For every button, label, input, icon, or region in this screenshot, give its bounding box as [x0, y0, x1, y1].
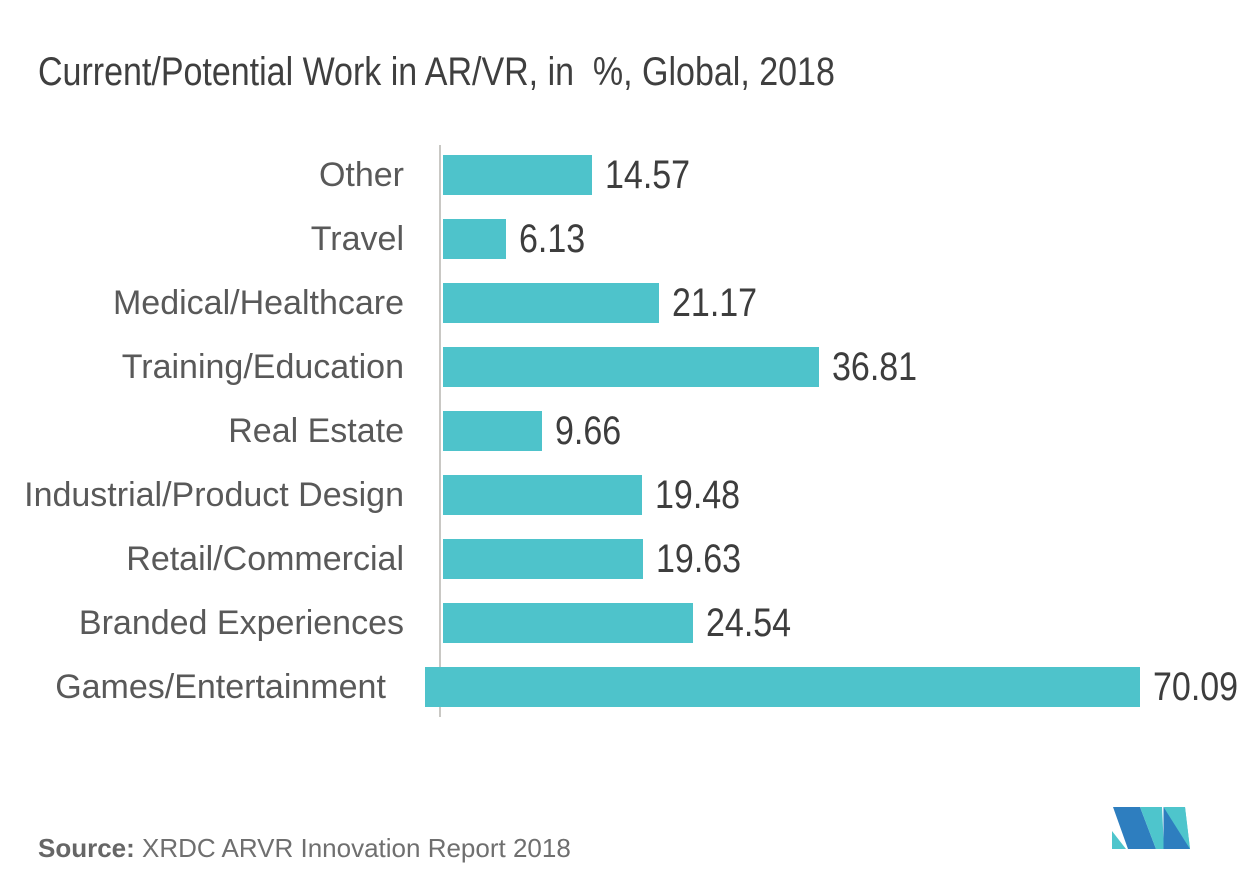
bar-row: Training/Education 36.81 — [0, 335, 1253, 399]
bar — [424, 667, 1140, 707]
bar-track: 9.66 — [404, 409, 1253, 454]
value-label: 24.54 — [706, 600, 792, 645]
value-label: 19.63 — [656, 536, 742, 581]
source-label: Source: — [38, 833, 135, 863]
category-label: Other — [318, 155, 404, 194]
value-label: 36.81 — [832, 344, 918, 389]
bar — [443, 219, 506, 259]
bar-track: 36.81 — [404, 345, 1253, 390]
category-label: Training/Education — [121, 347, 404, 386]
bar — [443, 603, 693, 643]
mordor-intelligence-logo — [1112, 807, 1190, 849]
source-text: XRDC ARVR Innovation Report 2018 — [134, 833, 571, 863]
value-label: 6.13 — [519, 216, 586, 261]
bar-track: 24.54 — [404, 601, 1253, 646]
value-label: 19.48 — [655, 472, 741, 517]
bar-row: Medical/Healthcare 21.17 — [0, 271, 1253, 335]
value-label: 70.09 — [1152, 664, 1238, 709]
bar-track: 19.63 — [404, 537, 1253, 582]
bar — [443, 411, 542, 451]
bar-chart: Other 14.57 Travel 6.13 Medical/Healthcare 21… — [0, 143, 1253, 719]
value-label: 14.57 — [605, 152, 691, 197]
bar-row: Branded Experiences 24.54 — [0, 591, 1253, 655]
bar — [443, 155, 592, 195]
category-label: Travel — [310, 219, 404, 258]
bar — [443, 475, 642, 515]
value-label: 21.17 — [672, 280, 758, 325]
bar-row: Other 14.57 — [0, 143, 1253, 207]
category-label: Industrial/Product Design — [24, 475, 404, 514]
category-label: Branded Experiences — [78, 603, 404, 642]
bar-track: 70.09 — [386, 665, 1253, 710]
category-label: Real Estate — [228, 411, 404, 450]
bar-track: 14.57 — [404, 153, 1253, 198]
y-axis-line — [439, 145, 441, 717]
bar-row: Industrial/Product Design 19.48 — [0, 463, 1253, 527]
bar-row: Travel 6.13 — [0, 207, 1253, 271]
value-label: 9.66 — [555, 408, 622, 453]
category-label: Retail/Commercial — [126, 539, 404, 578]
bar — [443, 347, 819, 387]
bar-row: Games/Entertainment 70.09 — [0, 655, 1253, 719]
bar-row: Retail/Commercial 19.63 — [0, 527, 1253, 591]
chart-title: Current/Potential Work in AR/VR, in %, G… — [38, 50, 835, 94]
category-label: Games/Entertainment — [55, 667, 386, 706]
bar-track: 21.17 — [404, 281, 1253, 326]
bar — [443, 539, 643, 579]
source-note: Source: XRDC ARVR Innovation Report 2018 — [38, 833, 571, 864]
bar — [443, 283, 659, 323]
bar-row: Real Estate 9.66 — [0, 399, 1253, 463]
category-label: Medical/Healthcare — [112, 283, 404, 322]
bar-track: 19.48 — [404, 473, 1253, 518]
bar-track: 6.13 — [404, 217, 1253, 262]
